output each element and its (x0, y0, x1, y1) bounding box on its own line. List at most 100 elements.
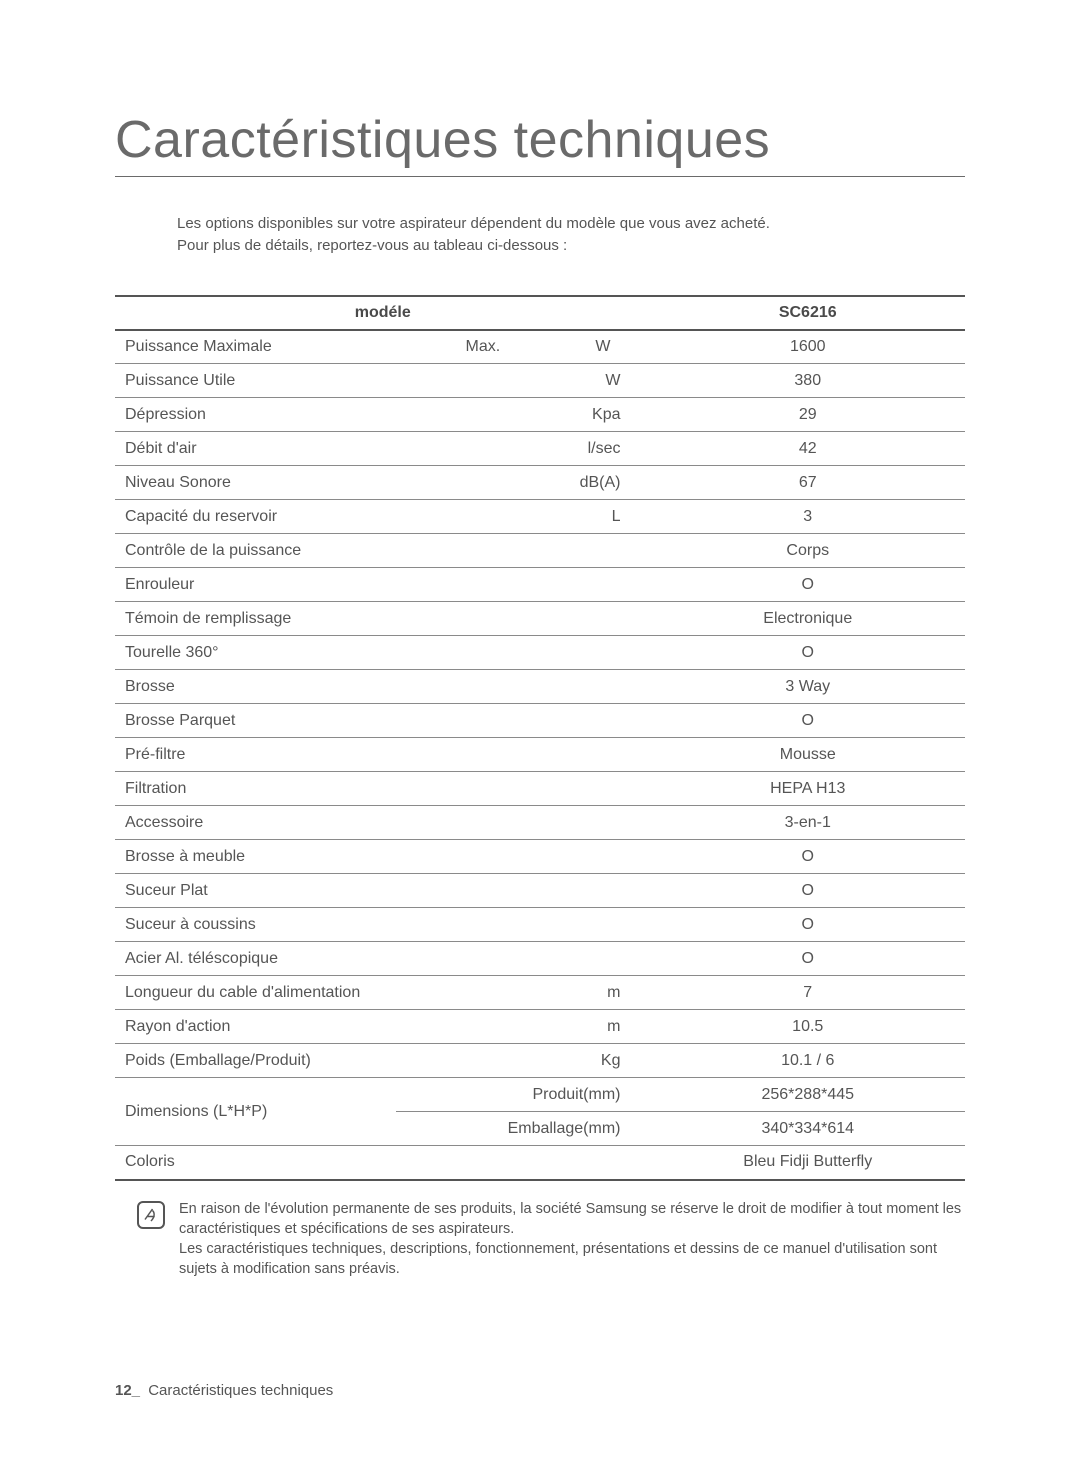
row-value: HEPA H13 (651, 772, 966, 806)
table-row: Débit d'airl/sec42 (115, 432, 965, 466)
row-unit: m (396, 976, 651, 1010)
table-row: Rayon d'actionm10.5 (115, 1010, 965, 1044)
table-row: Suceur à coussinsO (115, 908, 965, 942)
row-unit: Max.W (396, 330, 651, 364)
row-label: Tourelle 360° (115, 636, 651, 670)
table-row: Acier Al. téléscopiqueO (115, 942, 965, 976)
row-value: Corps (651, 534, 966, 568)
row-value: 3-en-1 (651, 806, 966, 840)
row-label: Pré-filtre (115, 738, 651, 772)
row-label: Puissance Maximale (115, 330, 396, 364)
table-row: Brosse3 Way (115, 670, 965, 704)
table-row: Puissance MaximaleMax.W1600 (115, 330, 965, 364)
row-label: Débit d'air (115, 432, 396, 466)
row-value: 380 (651, 364, 966, 398)
row-label: Capacité du reservoir (115, 500, 396, 534)
row-value: O (651, 568, 966, 602)
table-row: Dimensions (L*H*P)Produit(mm)256*288*445 (115, 1078, 965, 1112)
row-value: Bleu Fidji Butterfly (651, 1146, 966, 1180)
table-row: Tourelle 360°O (115, 636, 965, 670)
table-header-row: modéle SC6216 (115, 296, 965, 330)
row-label: Dépression (115, 398, 396, 432)
spec-table: modéle SC6216 Puissance MaximaleMax.W160… (115, 295, 965, 1181)
table-row: Contrôle de la puissanceCorps (115, 534, 965, 568)
table-row: EnrouleurO (115, 568, 965, 602)
table-row: Puissance UtileW380 (115, 364, 965, 398)
row-label: Témoin de remplissage (115, 602, 651, 636)
row-label: Niveau Sonore (115, 466, 396, 500)
table-row: Témoin de remplissageElectronique (115, 602, 965, 636)
page-footer: 12_ Caractéristiques techniques (115, 1382, 333, 1399)
footer-section-title: Caractéristiques techniques (148, 1382, 333, 1399)
table-row: Suceur PlatO (115, 874, 965, 908)
row-value: O (651, 704, 966, 738)
note-block: En raison de l'évolution permanente de s… (137, 1199, 965, 1280)
table-row: Pré-filtreMousse (115, 738, 965, 772)
intro-line-2: Pour plus de détails, reportez-vous au t… (177, 237, 567, 254)
row-value: 256*288*445 (651, 1078, 966, 1112)
row-label: Suceur Plat (115, 874, 651, 908)
intro-line-1: Les options disponibles sur votre aspira… (177, 215, 770, 232)
row-value: 10.5 (651, 1010, 966, 1044)
row-label: Suceur à coussins (115, 908, 651, 942)
table-row: Accessoire3-en-1 (115, 806, 965, 840)
row-value: O (651, 636, 966, 670)
table-row: DépressionKpa29 (115, 398, 965, 432)
row-unit: L (396, 500, 651, 534)
table-row: Niveau SonoredB(A)67 (115, 466, 965, 500)
header-label: modéle (115, 296, 651, 330)
row-value: O (651, 908, 966, 942)
note-icon (137, 1201, 165, 1229)
row-unit: Produit(mm) (396, 1078, 651, 1112)
row-label: Poids (Emballage/Produit) (115, 1044, 396, 1078)
table-row: Brosse ParquetO (115, 704, 965, 738)
row-value: 42 (651, 432, 966, 466)
header-value: SC6216 (651, 296, 966, 330)
row-value: 3 Way (651, 670, 966, 704)
table-row: ColorisBleu Fidji Butterfly (115, 1146, 965, 1180)
table-row: Poids (Emballage/Produit)Kg10.1 / 6 (115, 1044, 965, 1078)
note-text: En raison de l'évolution permanente de s… (179, 1199, 965, 1280)
page-title: Caractéristiques techniques (115, 110, 965, 177)
row-unit: dB(A) (396, 466, 651, 500)
row-label: Rayon d'action (115, 1010, 396, 1044)
row-label: Contrôle de la puissance (115, 534, 651, 568)
row-value: 340*334*614 (651, 1112, 966, 1146)
row-value: Electronique (651, 602, 966, 636)
row-label: Filtration (115, 772, 651, 806)
table-row: Brosse à meubleO (115, 840, 965, 874)
row-unit: W (396, 364, 651, 398)
row-label: Acier Al. téléscopique (115, 942, 651, 976)
row-label: Longueur du cable d'alimentation (115, 976, 396, 1010)
row-value: O (651, 942, 966, 976)
row-unit: l/sec (396, 432, 651, 466)
row-value: 1600 (651, 330, 966, 364)
table-row: Longueur du cable d'alimentationm7 (115, 976, 965, 1010)
intro-text: Les options disponibles sur votre aspira… (177, 213, 965, 257)
row-unit: m (396, 1010, 651, 1044)
footer-page-number: 12_ (115, 1382, 140, 1399)
table-row: Capacité du reservoirL3 (115, 500, 965, 534)
row-label: Dimensions (L*H*P) (115, 1078, 396, 1146)
row-value: 7 (651, 976, 966, 1010)
row-value: 3 (651, 500, 966, 534)
row-unit: Emballage(mm) (396, 1112, 651, 1146)
row-label: Accessoire (115, 806, 651, 840)
row-value: O (651, 840, 966, 874)
row-label: Puissance Utile (115, 364, 396, 398)
note-line-1: En raison de l'évolution permanente de s… (179, 1201, 961, 1237)
row-label: Brosse (115, 670, 651, 704)
row-value: 67 (651, 466, 966, 500)
row-value: 10.1 / 6 (651, 1044, 966, 1078)
row-value: O (651, 874, 966, 908)
row-label: Coloris (115, 1146, 651, 1180)
row-label: Brosse Parquet (115, 704, 651, 738)
row-value: 29 (651, 398, 966, 432)
row-unit: Kpa (396, 398, 651, 432)
row-label: Enrouleur (115, 568, 651, 602)
note-line-2: Les caractéristiques techniques, descrip… (179, 1241, 937, 1277)
row-value: Mousse (651, 738, 966, 772)
table-row: FiltrationHEPA H13 (115, 772, 965, 806)
row-unit: Kg (396, 1044, 651, 1078)
row-label: Brosse à meuble (115, 840, 651, 874)
